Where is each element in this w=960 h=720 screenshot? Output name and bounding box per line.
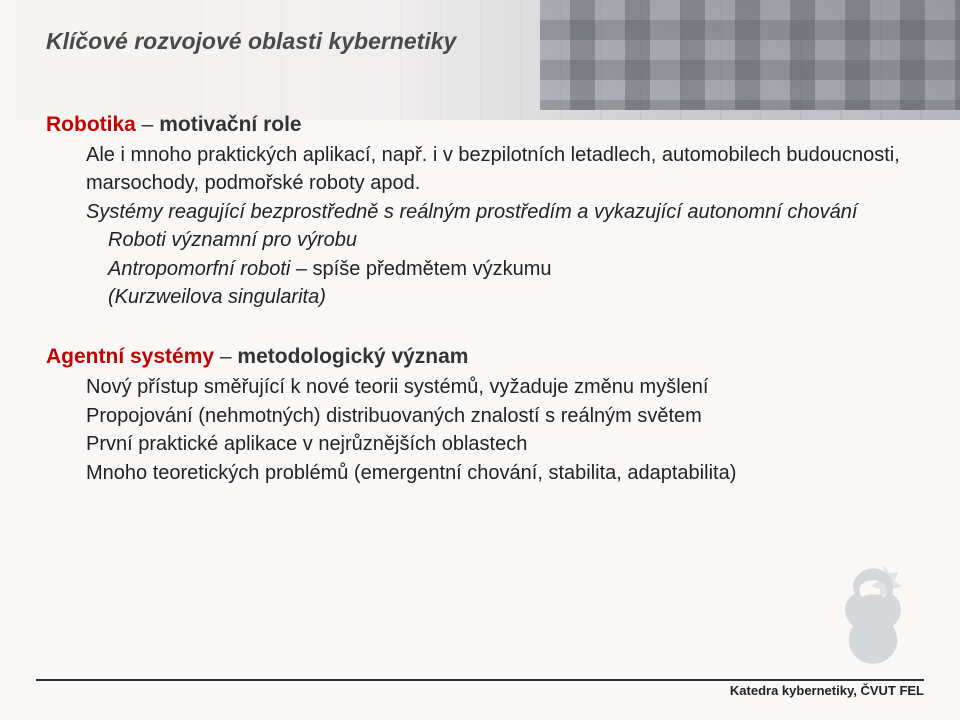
section2-body: Nový přístup směřující k nové teorii sys… (86, 373, 914, 487)
section1-line4: Antropomorfní roboti – spíše předmětem v… (108, 255, 914, 283)
section1-head-dash: – (136, 113, 159, 136)
section-agentni: Agentní systémy – metodologický význam N… (46, 345, 914, 487)
section2-line4: Mnoho teoretických problémů (emergentní … (86, 459, 914, 487)
section1-line3: Roboti významní pro výrobu (108, 226, 914, 254)
slide-content: Klíčové rozvojové oblasti kybernetiky Ro… (0, 0, 960, 720)
section1-line2: Systémy reagující bezprostředně s reálný… (86, 198, 914, 226)
section2-head-red: Agentní systémy (46, 345, 214, 368)
lion-watermark-icon (828, 562, 918, 672)
section2-head-dash: – (214, 345, 237, 368)
section2-line2: Propojování (nehmotných) distribuovaných… (86, 402, 914, 430)
section1-line5: (Kurzweilova singularita) (108, 283, 914, 311)
section-robotika: Robotika – motivační role Ale i mnoho pr… (46, 113, 914, 311)
section1-head-suffix: motivační role (159, 113, 301, 136)
footer: Katedra kybernetiky, ČVUT FEL (36, 679, 924, 698)
slide-title: Klíčové rozvojové oblasti kybernetiky (46, 28, 914, 55)
section2-heading: Agentní systémy – metodologický význam (46, 345, 914, 369)
section1-line1: Ale i mnoho praktických aplikací, např. … (86, 141, 914, 198)
section2-line1: Nový přístup směřující k nové teorii sys… (86, 373, 914, 401)
section2-line4-text: Mnoho teoretických problémů (emergentní … (86, 462, 736, 484)
section1-heading: Robotika – motivační role (46, 113, 914, 137)
section2-line3: První praktické aplikace v nejrůznějších… (86, 430, 914, 458)
section1-line4a: Antropomorfní roboti (108, 258, 296, 280)
section1-head-red: Robotika (46, 113, 136, 136)
section1-body: Ale i mnoho praktických aplikací, např. … (86, 141, 914, 311)
footer-text: Katedra kybernetiky, ČVUT FEL (36, 683, 924, 698)
footer-divider (36, 679, 924, 681)
section2-head-suffix: metodologický význam (237, 345, 468, 368)
section1-line4b: – spíše předmětem výzkumu (296, 258, 552, 280)
